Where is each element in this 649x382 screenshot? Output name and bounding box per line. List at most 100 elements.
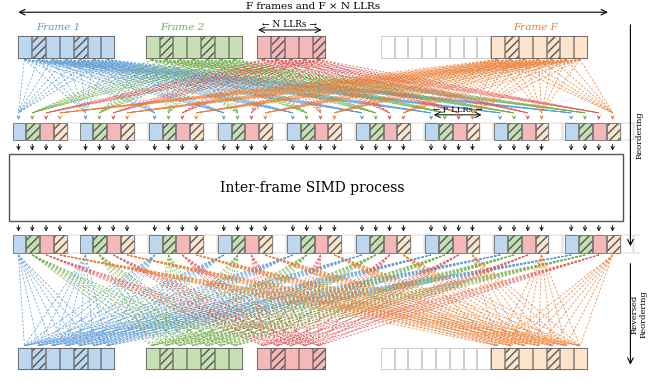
Bar [579, 235, 592, 253]
Bar [232, 123, 245, 141]
Bar [505, 36, 518, 58]
Bar [533, 348, 546, 369]
Bar [328, 123, 341, 141]
Bar [328, 235, 341, 253]
Bar [173, 348, 186, 369]
Bar [560, 348, 573, 369]
Bar [149, 123, 162, 141]
Bar [505, 348, 518, 369]
Bar [522, 235, 535, 253]
Bar [218, 235, 230, 253]
Bar [384, 123, 397, 141]
Bar [204, 235, 217, 253]
Bar [356, 123, 369, 141]
Bar [299, 36, 312, 58]
Bar [121, 235, 134, 253]
Bar [218, 123, 230, 141]
Bar [519, 36, 532, 58]
Bar [315, 235, 327, 253]
Bar [574, 36, 587, 58]
Bar [93, 123, 106, 141]
Bar [494, 235, 507, 253]
Bar [190, 235, 203, 253]
Bar [257, 348, 325, 369]
Bar [491, 348, 587, 369]
Bar [356, 123, 369, 141]
Bar [287, 235, 300, 253]
Text: Inter-frame SIMD process: Inter-frame SIMD process [221, 181, 405, 195]
Bar [40, 123, 53, 141]
Bar [12, 235, 25, 253]
Bar [285, 348, 298, 369]
Bar [146, 348, 241, 369]
Bar [135, 235, 148, 253]
Bar [491, 36, 504, 58]
Bar [82, 235, 95, 253]
Text: Frame F: Frame F [513, 23, 558, 32]
Bar [40, 235, 53, 253]
Bar [565, 235, 578, 253]
Bar [273, 123, 286, 141]
Text: F frames and F × N LLRs: F frames and F × N LLRs [245, 2, 380, 11]
Bar [287, 123, 300, 141]
Bar [425, 235, 438, 253]
Bar [12, 123, 25, 141]
Bar [245, 123, 258, 141]
Bar [453, 235, 465, 253]
Bar [177, 235, 190, 253]
Bar [533, 36, 546, 58]
Bar [450, 348, 463, 369]
Bar [74, 36, 86, 58]
Bar [160, 348, 173, 369]
Bar [46, 348, 59, 369]
Bar [27, 123, 39, 141]
Bar [478, 348, 490, 369]
Bar [381, 36, 393, 58]
Bar [287, 235, 300, 253]
Bar [107, 123, 120, 141]
Bar [411, 123, 424, 141]
Bar [519, 348, 532, 369]
Bar [228, 348, 241, 369]
Text: Reordering: Reordering [635, 112, 643, 159]
Bar [546, 36, 559, 58]
Text: ← N LLRs →: ← N LLRs → [262, 20, 317, 29]
Bar [550, 123, 562, 141]
Bar [80, 235, 93, 253]
Bar [101, 36, 114, 58]
Bar [508, 235, 521, 253]
Bar [422, 36, 435, 58]
Bar [411, 235, 424, 253]
Bar [27, 235, 39, 253]
Bar [522, 123, 535, 141]
Bar [67, 123, 80, 141]
Bar [107, 235, 120, 253]
Bar [228, 36, 241, 58]
Bar [88, 36, 101, 58]
Bar [491, 348, 504, 369]
Bar [54, 235, 67, 253]
Bar [273, 235, 286, 253]
Bar [579, 123, 592, 141]
Bar [560, 36, 573, 58]
Bar [425, 235, 438, 253]
Bar [494, 123, 507, 141]
Bar [257, 36, 270, 58]
Bar [80, 123, 93, 141]
Bar [121, 123, 134, 141]
Bar [467, 123, 480, 141]
Bar [101, 348, 114, 369]
Bar [381, 348, 393, 369]
Bar [218, 235, 230, 253]
Bar [271, 348, 284, 369]
Bar [82, 123, 95, 141]
Bar [287, 123, 300, 141]
Bar [370, 123, 383, 141]
Bar [593, 123, 606, 141]
Bar [285, 36, 298, 58]
Bar [315, 123, 327, 141]
Bar [422, 348, 435, 369]
Bar [593, 235, 606, 253]
Bar [356, 235, 369, 253]
Bar [146, 348, 158, 369]
